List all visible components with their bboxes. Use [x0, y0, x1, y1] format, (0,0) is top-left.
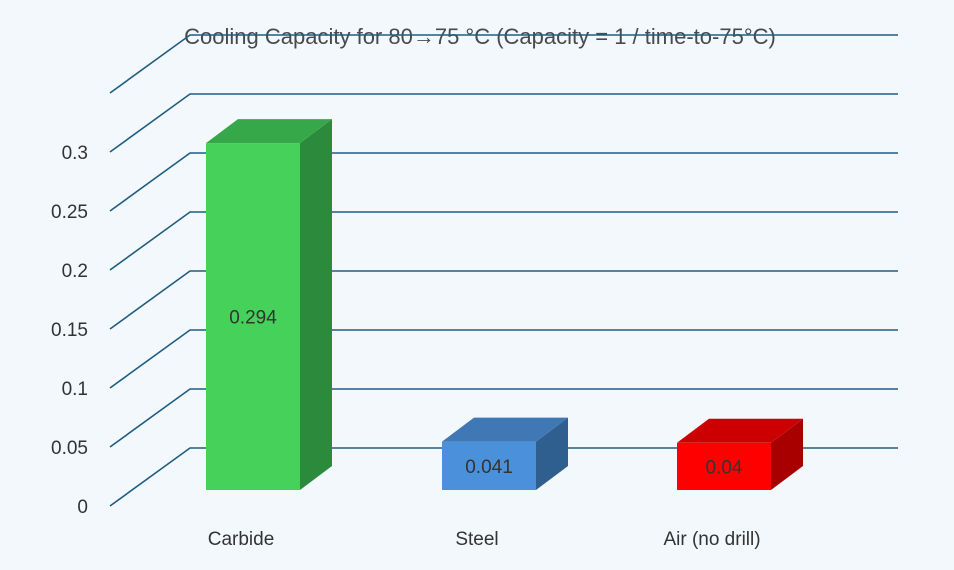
y-tick-label: 0.3: [62, 143, 88, 164]
bar-top: [206, 119, 332, 144]
y-tick-label: 0.05: [51, 438, 88, 459]
bar-side: [536, 417, 568, 490]
data-label: 0.04: [706, 457, 743, 478]
data-label: 0.041: [465, 457, 513, 478]
data-labels: 0.294 0.041 0.04: [229, 308, 743, 479]
gridline: [109, 34, 898, 94]
bar-front: [206, 143, 300, 490]
gridline: [109, 447, 898, 507]
x-category-label: Air (no drill): [663, 529, 760, 550]
data-label: 0.294: [229, 308, 277, 329]
bar-side: [771, 418, 803, 490]
y-tick-label: 0: [77, 497, 88, 518]
bar-top: [677, 418, 803, 443]
gridlines: [109, 34, 898, 507]
gridline: [109, 152, 898, 212]
x-category-label: Steel: [455, 529, 498, 550]
bar-side: [300, 119, 332, 490]
x-category-label: Carbide: [208, 529, 275, 550]
bar: [206, 119, 332, 490]
y-tick-label: 0.2: [62, 261, 88, 282]
y-tick-label: 0.15: [51, 320, 88, 341]
bar: [677, 418, 803, 490]
bar-top: [442, 417, 568, 442]
bars: [206, 119, 803, 490]
bar-front: [677, 442, 771, 490]
y-tick-label: 0.1: [62, 379, 88, 400]
gridline: [109, 211, 898, 271]
bar-front: [442, 441, 536, 490]
y-axis-ticks: 0 0.05 0.1 0.15 0.2 0.25 0.3: [51, 143, 88, 518]
gridline: [109, 93, 898, 153]
y-tick-label: 0.25: [51, 202, 88, 223]
gridline: [109, 270, 898, 330]
gridline: [109, 329, 898, 389]
chart-title: Cooling Capacity for 80→75 °C (Capacity …: [184, 24, 776, 49]
x-axis-labels: Carbide Steel Air (no drill): [208, 529, 761, 550]
bar: [442, 417, 568, 490]
gridline: [109, 388, 898, 448]
